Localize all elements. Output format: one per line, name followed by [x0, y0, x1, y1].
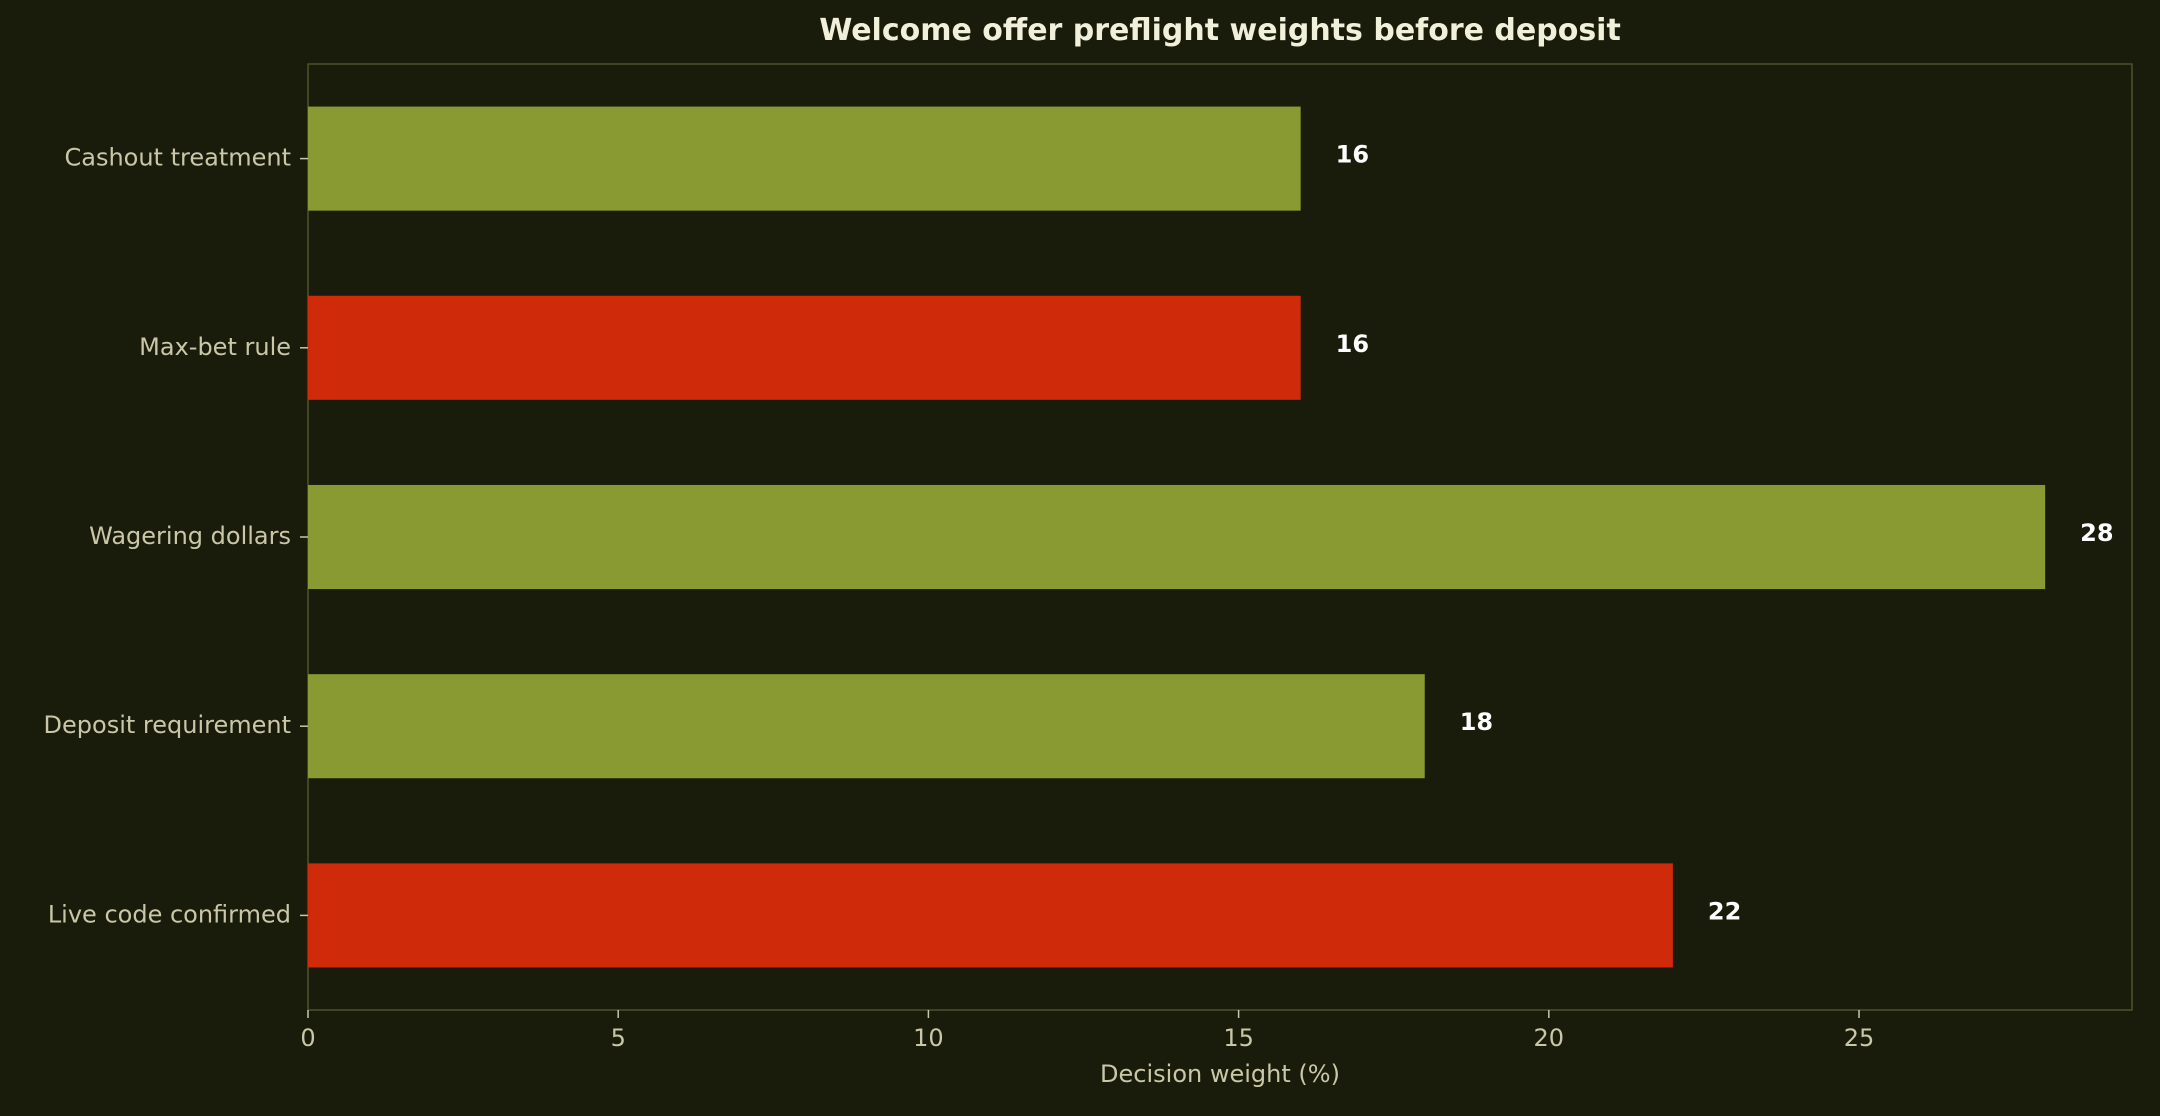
- bar-value-label: 16: [1336, 141, 1369, 169]
- x-tick-label: 25: [1844, 1024, 1875, 1052]
- y-tick-label: Wagering dollars: [89, 522, 291, 550]
- bar-value-label: 18: [1460, 708, 1493, 736]
- x-tick-label: 10: [913, 1024, 944, 1052]
- y-tick-label: Live code confirmed: [48, 900, 291, 928]
- x-tick-label: 0: [300, 1024, 315, 1052]
- bar: [308, 295, 1301, 400]
- x-axis-ticks: 0 5 10 15 20 25: [300, 1010, 1874, 1052]
- y-axis-ticks: Cashout treatment Max-bet rule Wagering do…: [44, 144, 308, 928]
- bars-layer: [308, 106, 2046, 968]
- bar: [308, 863, 1673, 968]
- bar-value-label: 22: [1708, 897, 1741, 925]
- bar-value-label: 28: [2080, 519, 2113, 547]
- x-tick-label: 15: [1223, 1024, 1254, 1052]
- y-tick-label: Max-bet rule: [139, 333, 291, 361]
- x-tick-label: 5: [611, 1024, 626, 1052]
- bar: [308, 484, 2046, 590]
- chart-title: Welcome offer preflight weights before d…: [819, 13, 1621, 48]
- y-tick-label: Cashout treatment: [64, 144, 291, 172]
- x-axis-label: Decision weight (%): [1100, 1060, 1340, 1088]
- bar: [308, 674, 1425, 779]
- x-tick-label: 20: [1534, 1024, 1565, 1052]
- value-labels-layer: 16 16 28 18 22: [1336, 141, 2114, 926]
- bar: [308, 106, 1301, 211]
- y-tick-label: Deposit requirement: [44, 711, 291, 739]
- bar-value-label: 16: [1336, 330, 1369, 358]
